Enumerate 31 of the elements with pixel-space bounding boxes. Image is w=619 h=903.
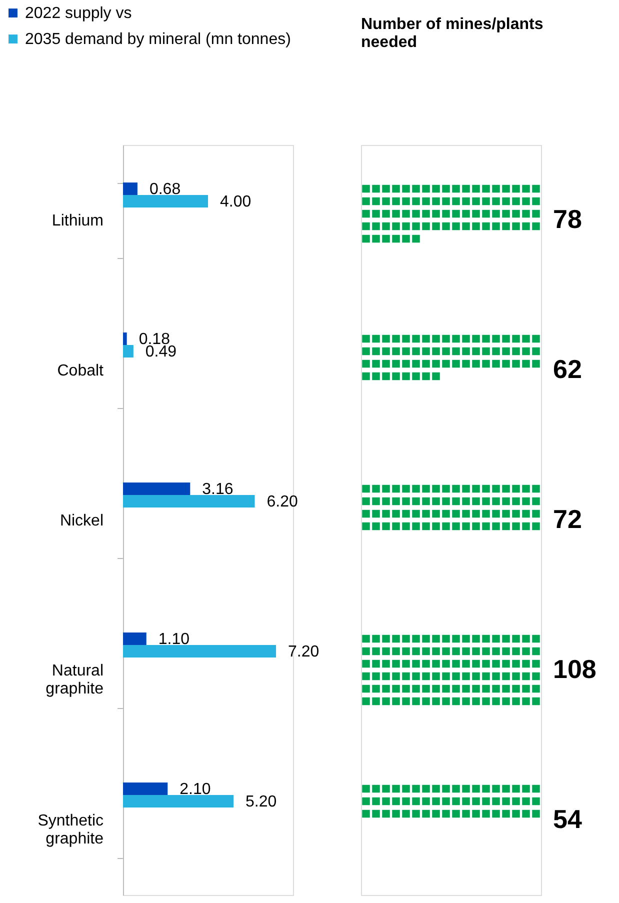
data-label: 7.20 <box>288 643 320 660</box>
bar <box>123 182 138 195</box>
data-label: 78 <box>553 204 582 234</box>
data-label: 6.20 <box>266 493 298 510</box>
bar <box>123 645 276 658</box>
data-label: 54 <box>553 804 582 834</box>
y-tick-label: Lithium <box>52 212 104 230</box>
data-label: 4.00 <box>220 193 252 210</box>
bar <box>123 795 234 808</box>
data-label: 0.68 <box>149 180 181 198</box>
data-label: 1.10 <box>158 630 190 648</box>
legend-label: 2035 demand by mineral (mn tonnes) <box>25 31 291 48</box>
y-tick-label: Synthetic graphite <box>38 812 104 848</box>
data-label: 62 <box>553 354 582 384</box>
data-label: 3.16 <box>202 480 234 498</box>
y-tick-label: Cobalt <box>57 362 104 380</box>
bar <box>123 782 168 795</box>
data-label: 72 <box>553 504 582 534</box>
bar <box>123 632 146 645</box>
y-tick-label: Nickel <box>60 512 104 530</box>
text: Number of mines/plants needed <box>361 16 544 51</box>
data-label: 108 <box>553 654 596 684</box>
bar <box>123 345 134 358</box>
legend-label: 2022 supply vs <box>25 5 132 22</box>
y-tick-label: Natural graphite <box>46 662 104 698</box>
data-label: 5.20 <box>246 793 277 810</box>
bar <box>123 195 208 208</box>
bar <box>123 332 127 345</box>
bar <box>123 482 190 495</box>
bar <box>123 495 255 508</box>
data-label: 2.10 <box>180 780 211 798</box>
